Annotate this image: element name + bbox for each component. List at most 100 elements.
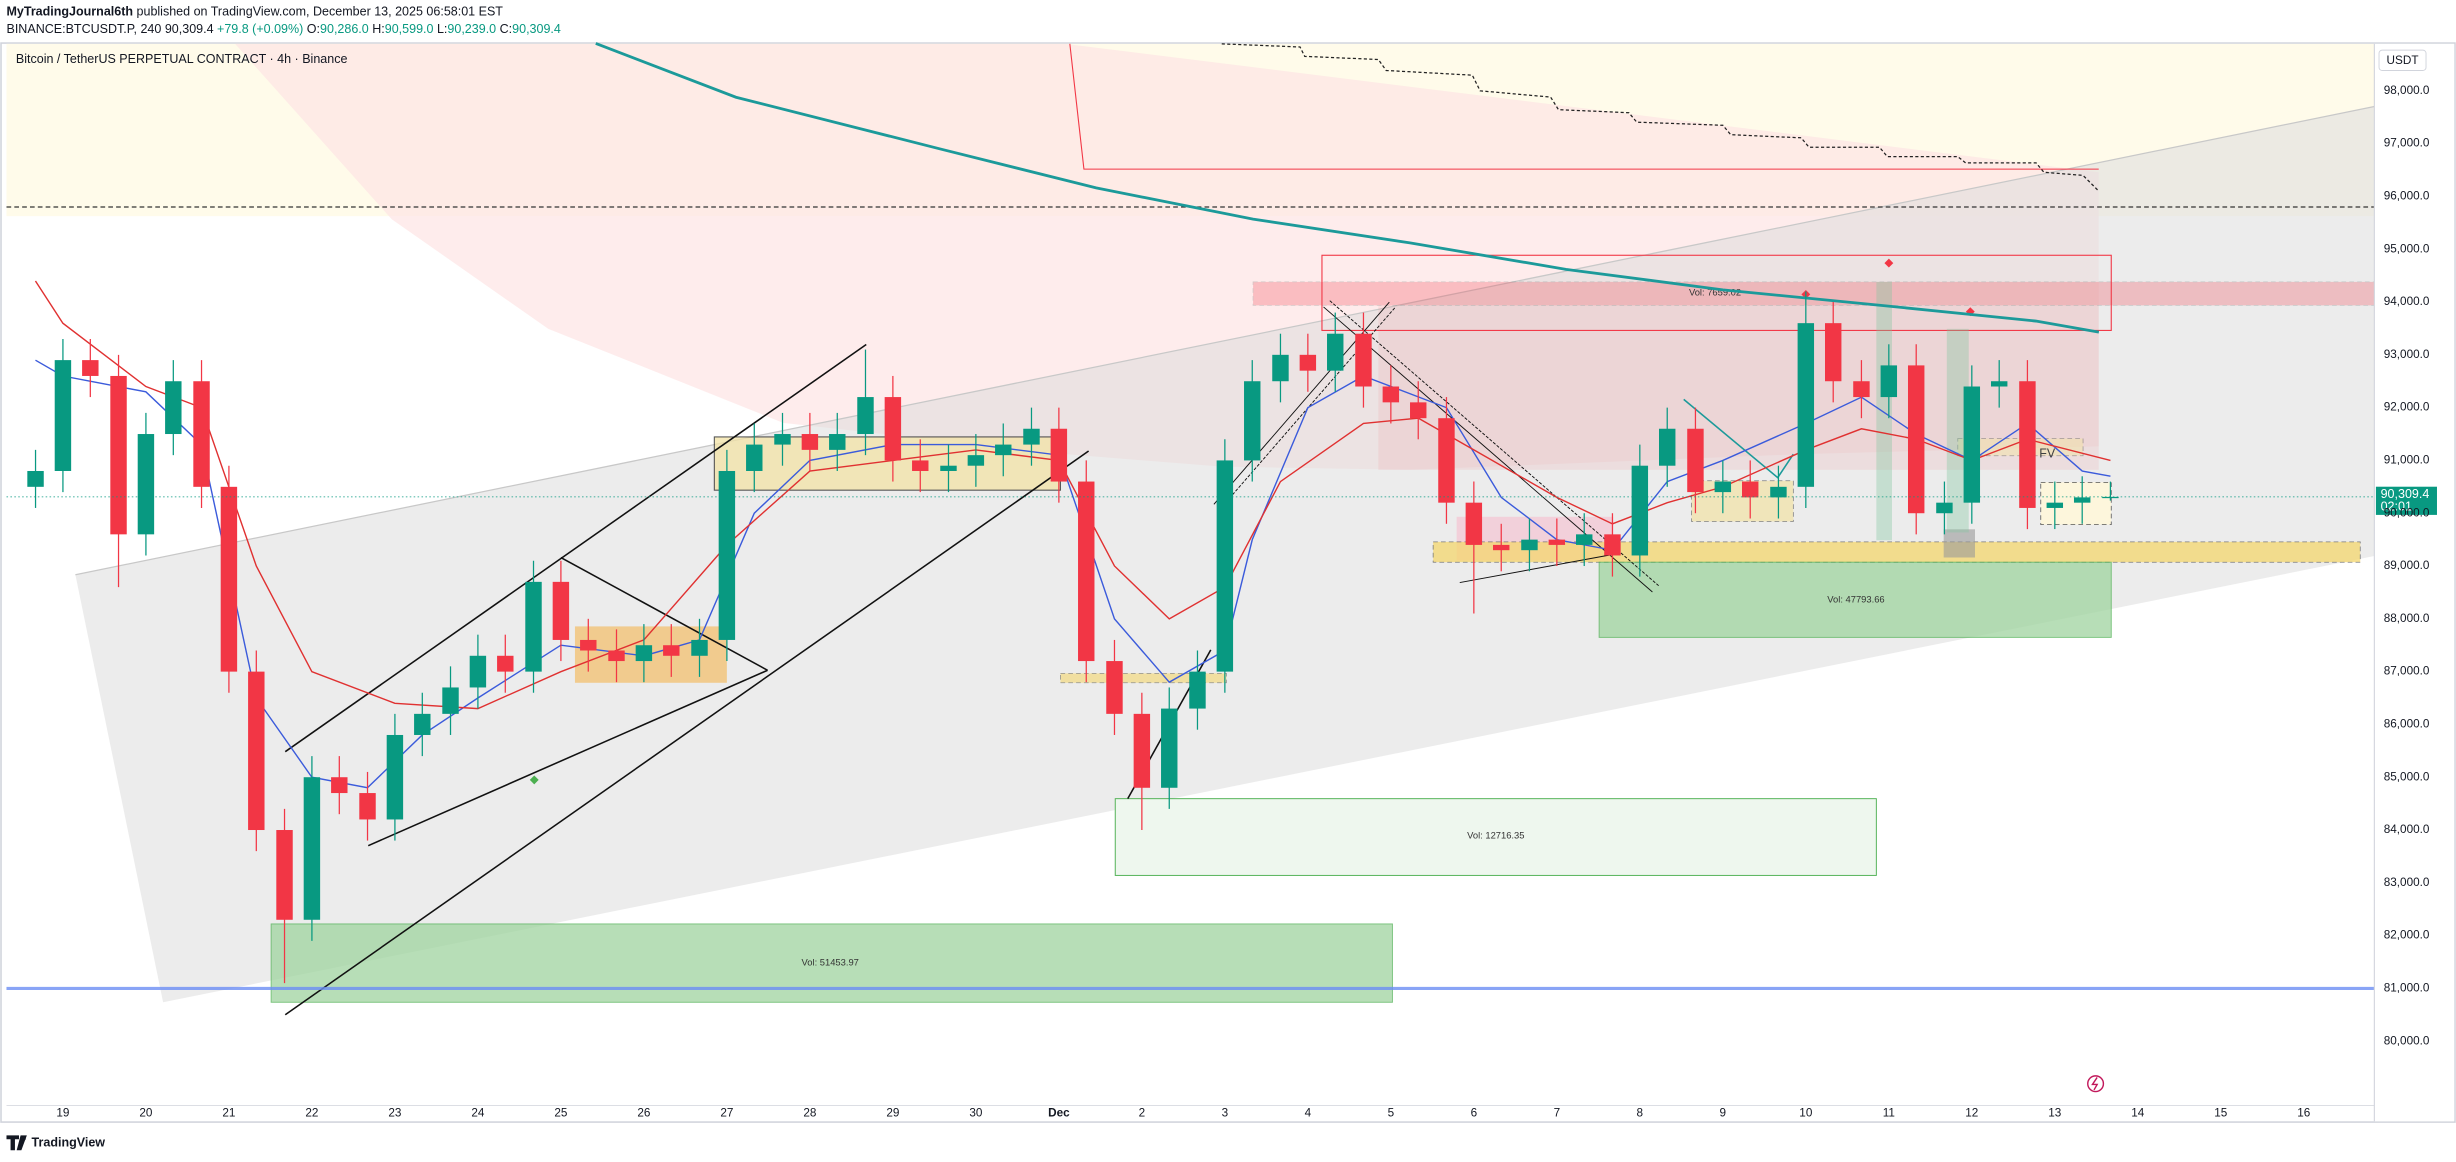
y-tick-label: 86,000.0 <box>2384 718 2430 731</box>
change: +79.8 (+0.09%) <box>217 22 303 36</box>
red-outline <box>1069 43 2099 170</box>
unit-box[interactable] <box>2378 49 2427 71</box>
ohlc-key: C: <box>500 22 513 36</box>
vol-label: Vol: 12716.35 <box>1467 830 1524 841</box>
ohlc-value: 90,309.4 <box>512 22 561 36</box>
symbol: BINANCE:BTCUSDT.P, 240 <box>6 22 161 36</box>
trendline <box>284 343 867 753</box>
candle-body <box>1023 428 1040 445</box>
trendline <box>560 556 768 671</box>
candle-body <box>1410 402 1427 419</box>
candle-body <box>1493 544 1510 551</box>
candle-body <box>497 655 514 672</box>
candle-body <box>1465 502 1483 545</box>
x-tick-label: 2 <box>1139 1107 1146 1120</box>
channel-edge <box>75 105 2375 576</box>
candle-body <box>608 650 625 662</box>
y-tick-label: 90,000.0 <box>2384 506 2430 519</box>
candle-body <box>54 360 72 471</box>
plot <box>6 42 2375 990</box>
candle-body <box>1161 708 1178 788</box>
x-tick-label: 15 <box>2214 1107 2228 1120</box>
header-line-1: MyTradingJournal6th published on Trading… <box>6 5 503 19</box>
candle-body <box>2073 497 2091 503</box>
chart-frame <box>0 42 2456 1123</box>
demand-line-box <box>1432 541 2361 563</box>
order-block <box>1252 281 2375 306</box>
y-tick-label: 95,000.0 <box>2384 242 2430 255</box>
candle-body <box>829 434 846 450</box>
fvg <box>1876 281 1892 541</box>
ohlc-key: O: <box>307 22 320 36</box>
candle-body <box>663 645 680 656</box>
price-axis <box>2374 43 2455 1122</box>
candle-body <box>193 381 210 487</box>
x-tick-label: 24 <box>471 1107 485 1120</box>
candle-body <box>137 434 155 535</box>
author[interactable]: MyTradingJournal6th <box>6 5 133 19</box>
candle-body <box>1244 381 1261 461</box>
candle-body <box>110 375 127 535</box>
red-box <box>1321 254 2112 331</box>
alert-icon[interactable] <box>2087 1075 2105 1093</box>
candle-body <box>1327 333 1344 371</box>
candle-body <box>1714 481 1732 493</box>
y-tick-label: 85,000.0 <box>2384 770 2430 783</box>
brand-name: TradingView <box>32 1136 106 1150</box>
x-tick-label: 14 <box>2131 1107 2145 1120</box>
candle-body <box>220 486 238 672</box>
ohlc-value: 90,599.0 <box>385 22 434 36</box>
trendline <box>284 450 1090 1016</box>
x-tick-label: 29 <box>886 1107 899 1120</box>
x-tick-label: 7 <box>1554 1107 1561 1120</box>
candle-body <box>359 793 376 820</box>
vol-label: Vol: 51453.97 <box>802 957 859 968</box>
candle-body <box>1382 386 1400 403</box>
x-tick-label: 9 <box>1720 1107 1727 1120</box>
candle-body <box>331 777 348 794</box>
candle-body <box>1907 365 1925 514</box>
candle-body <box>580 639 597 651</box>
y-tick-label: 91,000.0 <box>2384 454 2430 467</box>
candle-body <box>884 397 902 461</box>
x-tick-label: 8 <box>1637 1107 1644 1120</box>
y-tick-label: 92,000.0 <box>2384 401 2430 414</box>
candle-body <box>995 444 1012 456</box>
candle-body <box>1189 671 1206 709</box>
candle-body <box>469 655 487 688</box>
price: 90,309.4 <box>165 22 214 36</box>
x-tick-label: 23 <box>388 1107 402 1120</box>
trendline <box>1459 553 1614 584</box>
y-tick-label: 96,000.0 <box>2384 190 2430 203</box>
vol-label: Vol: 47793.66 <box>1827 593 1884 604</box>
x-tick-label: 22 <box>305 1107 318 1120</box>
candle-body <box>303 777 321 920</box>
x-tick-label: Dec <box>1048 1107 1070 1120</box>
y-tick-label: 93,000.0 <box>2384 348 2430 361</box>
step-line <box>1221 43 2100 192</box>
unit-label: USDT <box>2387 54 2419 67</box>
header-line-2: BINANCE:BTCUSDT.P, 240 90,309.4 +79.8 (+… <box>6 22 560 36</box>
y-tick-label: 89,000.0 <box>2384 559 2430 572</box>
candle-body <box>525 581 542 672</box>
brand-logo-dot <box>21 1136 26 1141</box>
candle-body <box>276 830 293 920</box>
candle-body <box>1133 713 1151 788</box>
y-tick-label: 87,000.0 <box>2384 665 2430 678</box>
candle-body <box>1050 428 1068 482</box>
moving-average <box>595 42 2100 334</box>
candle-body <box>635 645 653 662</box>
fvg <box>1946 328 1969 533</box>
candle-body <box>801 434 819 450</box>
candle-body <box>1604 534 1621 556</box>
candle-body <box>1824 323 1842 382</box>
chart-title: Bitcoin / TetherUS PERPETUAL CONTRACT · … <box>16 52 348 66</box>
last-price-label: 90,309.4 <box>2381 487 2430 501</box>
published: published on TradingView.com, December 1… <box>137 5 504 19</box>
y-tick-label: 80,000.0 <box>2384 1034 2430 1047</box>
zone-label: FV <box>2039 446 2056 460</box>
candle-body <box>774 434 791 445</box>
vol-label: Vol: 7659.02 <box>1689 286 1741 297</box>
candle-body <box>1355 333 1372 387</box>
y-tick-label: 82,000.0 <box>2384 929 2430 942</box>
